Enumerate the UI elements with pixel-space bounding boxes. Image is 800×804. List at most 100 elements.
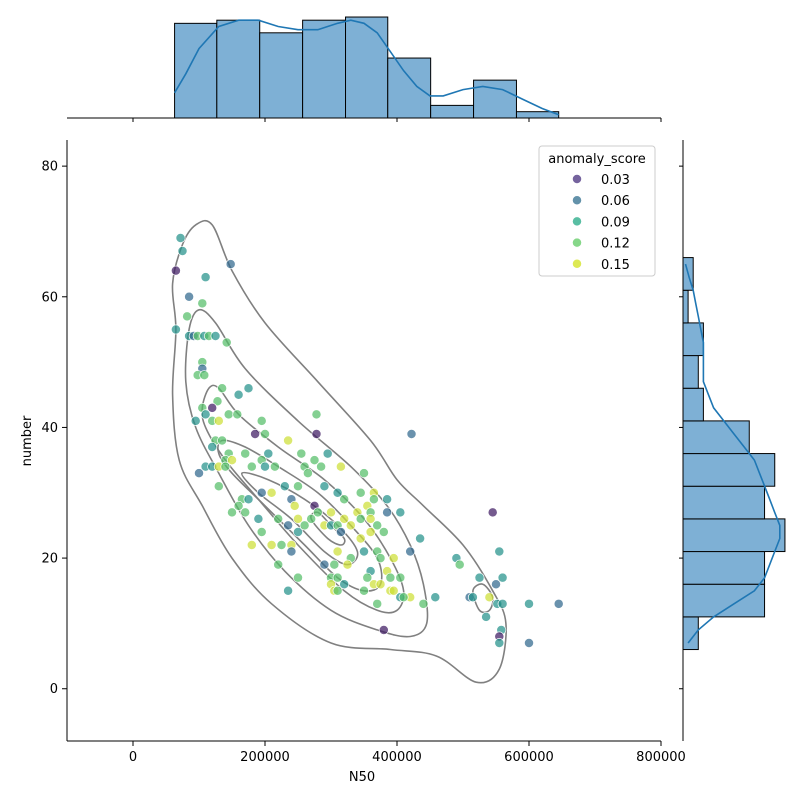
legend-marker-2: [572, 216, 582, 227]
scatter-point-135: [332, 572, 343, 583]
scatter-point-55: [246, 461, 257, 472]
scatter-point-152: [332, 585, 343, 596]
scatter-point-32: [311, 409, 322, 420]
scatter-point-60: [335, 461, 346, 472]
scatter-point-137: [385, 572, 396, 583]
scatter-point-22: [233, 389, 244, 400]
scatter-point-157: [467, 592, 478, 603]
scatter-point-125: [388, 553, 399, 564]
y-kde-line: [684, 263, 781, 644]
scatter-point-113: [266, 540, 277, 550]
x-tick-label-3: 600000: [504, 750, 554, 765]
scatter-point-160: [372, 598, 383, 609]
x-hist-bar-7: [473, 79, 517, 119]
scatter-point-43: [240, 448, 251, 459]
scatter-point-65: [293, 481, 303, 492]
scatter-point-100: [299, 520, 310, 531]
scatter-point-161: [418, 598, 429, 609]
scatter-point-44: [263, 448, 274, 459]
scatter-point-68: [256, 487, 267, 498]
scatter-point-96: [339, 513, 350, 524]
scatter-point-128: [329, 559, 340, 570]
x-axis-label: N50: [349, 770, 375, 785]
scatter-point-146: [491, 579, 501, 590]
legend-label-2: 0.09: [601, 215, 630, 230]
scatter-point-63: [359, 468, 369, 479]
scatter-point-85: [312, 507, 323, 518]
scatter-point-118: [332, 546, 343, 557]
legend-label-4: 0.15: [601, 258, 630, 273]
x-kde-line: [173, 19, 559, 116]
scatter-point-147: [283, 585, 294, 596]
scatter-point-140: [497, 572, 508, 583]
scatter-point-112: [415, 533, 426, 544]
scatter-point-136: [362, 572, 373, 583]
kde-contour-3: [217, 439, 383, 592]
scatter-point-36: [311, 429, 322, 439]
y-hist-bar-7: [682, 387, 704, 422]
scatter-point-62: [302, 468, 313, 479]
scatter-point-165: [553, 598, 564, 609]
scatter-point-127: [319, 559, 330, 570]
x-hist-bar-2: [259, 32, 304, 119]
scatter-point-64: [279, 481, 290, 492]
y-tick-label-0: 0: [50, 682, 58, 697]
kde-contour-0: [171, 219, 507, 684]
scatter-point-149: [359, 585, 369, 596]
y-hist-bar-5: [682, 453, 776, 487]
scatter-point-76: [339, 494, 350, 505]
x-tick-label-1: 200000: [240, 750, 290, 765]
legend-marker-0: [572, 174, 582, 184]
scatter-point-67: [213, 481, 224, 492]
scatter-point-54: [220, 461, 231, 472]
scatter-point-168: [378, 624, 389, 635]
scatter-point-124: [375, 553, 386, 564]
scatter-point-119: [359, 546, 369, 557]
scatter-point-95: [306, 513, 317, 524]
scatter-point-24: [207, 402, 218, 413]
x-hist-bar-0: [174, 22, 218, 119]
scatter-point-171: [524, 638, 534, 648]
legend-marker-4: [572, 258, 582, 269]
scatter-point-105: [372, 520, 383, 531]
scatter-point-69: [266, 487, 277, 498]
legend-title: anomaly_score: [548, 152, 646, 167]
scatter-point-14: [210, 331, 221, 341]
y-tick-label-3: 60: [41, 290, 58, 305]
right-marginal-histogram: [679, 140, 786, 741]
scatter-point-86: [326, 507, 336, 518]
scatter-point-71: [332, 487, 343, 498]
top-marginal-histogram: [67, 16, 662, 122]
scatter-point-5: [184, 291, 195, 302]
scatter-point-110: [378, 527, 389, 537]
scatter-point-84: [240, 507, 251, 518]
scatter-point-27: [200, 409, 211, 420]
scatter-point-40: [283, 435, 294, 446]
scatter-point-33: [256, 415, 267, 426]
scatter-point-107: [293, 527, 303, 537]
scatter-point-145: [375, 579, 386, 590]
scatter-point-98: [365, 513, 376, 524]
scatter-point-104: [345, 520, 356, 531]
scatter-point-164: [524, 598, 534, 609]
kde-contours: [171, 219, 507, 684]
scatter-point-45: [296, 448, 307, 459]
scatter-point-8: [170, 324, 181, 335]
scatter-point-158: [484, 592, 495, 603]
scatter-point-170: [494, 638, 505, 648]
legend-entries: 0.03 0.06 0.09 0.12 0.15: [572, 173, 630, 273]
scatter-point-131: [454, 559, 465, 570]
kde-contour-1: [184, 308, 429, 638]
scatter-point-97: [355, 513, 366, 524]
scatter-point-20: [243, 383, 254, 394]
scatter-point-61: [194, 468, 204, 479]
scatter-point-117: [286, 546, 297, 557]
scatter-point-94: [293, 513, 303, 524]
legend-label-0: 0.03: [601, 173, 630, 188]
scatter-point-3: [225, 259, 236, 270]
scatter-point-99: [283, 520, 294, 531]
scatter-point-23: [212, 396, 223, 407]
scatter-point-93: [273, 513, 284, 524]
